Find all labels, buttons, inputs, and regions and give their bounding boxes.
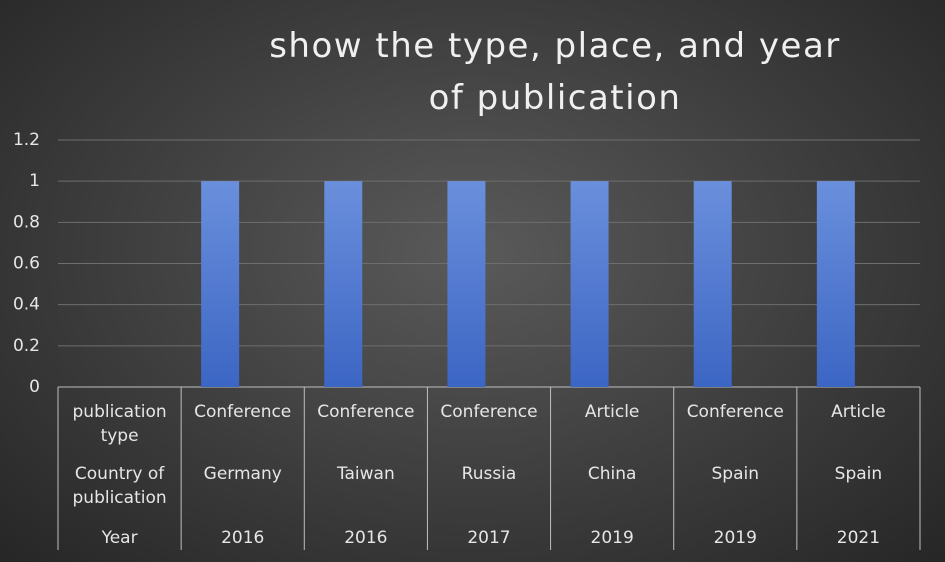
y-tick-label: 0.6 [13, 254, 40, 274]
bar [201, 181, 240, 387]
y-tick-label: 0.2 [13, 336, 40, 356]
x-tick-label: Conference [440, 402, 538, 422]
x-tick-label: Article [584, 402, 640, 422]
x-tick-label: 2016 [344, 528, 388, 548]
level-name: Year [101, 528, 138, 548]
x-tick-label: Russia [461, 464, 517, 484]
x-tick-label: 2021 [836, 528, 881, 548]
x-tick-label: 2017 [467, 528, 511, 548]
x-tick-label: 2016 [221, 528, 265, 548]
x-tick-label: Conference [317, 402, 415, 422]
x-tick-label: China [587, 464, 637, 484]
x-tick-label: Conference [686, 402, 784, 422]
x-tick-label: Germany [203, 464, 282, 484]
bar [447, 181, 486, 387]
x-tick-label: Taiwan [336, 464, 395, 484]
x-tick-label: Conference [194, 402, 292, 422]
level-name: publication type [72, 402, 167, 446]
y-tick-label: 0.4 [13, 295, 40, 315]
x-tick-label: 2019 [590, 528, 634, 548]
y-tick-label: 0 [29, 377, 40, 397]
x-tick-label: Spain [834, 464, 883, 484]
y-tick-label: 1 [29, 171, 40, 191]
level-name: Country of publication [72, 464, 167, 508]
x-tick-label: 2019 [713, 528, 757, 548]
x-tick-label: Spain [711, 464, 760, 484]
bar [570, 181, 609, 387]
bar [693, 181, 732, 387]
y-tick-label: 1.2 [13, 130, 40, 150]
chart-title: show the type, place, and year of public… [269, 26, 841, 118]
bar [324, 181, 363, 387]
y-tick-label: 0.8 [13, 212, 40, 232]
bar [816, 181, 855, 387]
x-tick-label: Article [831, 402, 886, 422]
